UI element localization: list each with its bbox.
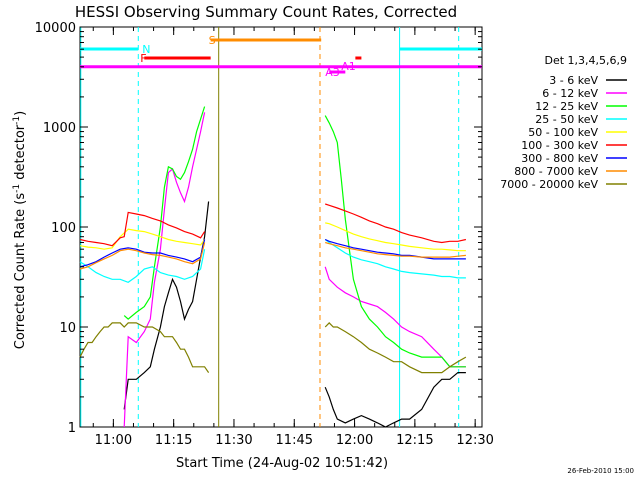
series-line (324, 238, 466, 260)
series-line (123, 201, 210, 410)
x-tick-label: 12:30 (456, 433, 493, 448)
legend-label: 3 - 6 keV (549, 74, 598, 87)
series-line (123, 106, 206, 320)
x-axis: 11:00 11:15 11:30 11:45 12:00 12:15 12:30 (92, 27, 494, 448)
x-tick-label: 11:15 (155, 433, 192, 448)
y-tick-label: 10 (59, 321, 76, 336)
chart-title: HESSI Observing Summary Count Rates, Cor… (75, 3, 457, 21)
y-axis-label-sup-1: -1 (12, 184, 22, 193)
legend-label: 100 - 300 keV (521, 139, 598, 152)
series-line (325, 241, 466, 258)
y-axis-label-sup-2: -1 (12, 116, 22, 125)
legend-label: 7000 - 20000 keV (500, 178, 598, 191)
y-tick-label: 10000 (35, 21, 76, 36)
series-line (79, 249, 206, 283)
series-line (324, 322, 467, 374)
x-axis-label: Start Time (24-Aug-02 10:51:42) (176, 456, 388, 471)
x-tick-label: 11:45 (276, 433, 313, 448)
legend-label: 300 - 800 keV (521, 152, 598, 165)
plot-area: N S F A3 A1 (79, 26, 483, 428)
series-line (324, 372, 466, 428)
flag-label: A1 (341, 60, 356, 73)
flag-label: S (209, 34, 216, 47)
legend-header: Det 1,3,4,5,6,9 (544, 54, 627, 67)
x-tick-label: 12:15 (396, 433, 433, 448)
series-line (79, 322, 210, 373)
series-line (79, 211, 206, 247)
y-tick-label: 1000 (43, 121, 76, 136)
flag-label: A3 (325, 66, 340, 79)
x-tick-label: 11:00 (95, 433, 132, 448)
series-line (325, 203, 467, 244)
x-tick-label: 12:00 (336, 433, 373, 448)
series-line (79, 242, 206, 270)
legend-label: 800 - 7000 keV (514, 165, 598, 178)
series-line (325, 222, 466, 252)
series-line (324, 239, 466, 279)
legend-label: 25 - 50 keV (535, 113, 598, 126)
series-line (123, 112, 206, 428)
series-line (324, 115, 466, 368)
y-axis: 1 10 100 1000 10000 (35, 21, 482, 436)
x-tick-label: 11:30 (215, 433, 252, 448)
flag-label: N (142, 43, 150, 56)
legend-label: 12 - 25 keV (535, 100, 598, 113)
plot-frame (79, 26, 483, 428)
legend-label: 50 - 100 keV (528, 126, 598, 139)
y-tick-label: 1 (68, 421, 76, 436)
y-axis-label-main: Corrected Count Rate (s (13, 193, 28, 350)
footer-date: 26-Feb-2010 15:00 (567, 467, 634, 475)
series-line (79, 239, 206, 268)
legend-label: 6 - 12 keV (542, 87, 598, 100)
y-axis-label-mid: detector (13, 124, 28, 184)
y-axis-label-end: ) (13, 111, 28, 116)
series-line (324, 266, 466, 368)
y-tick-label: 100 (51, 221, 76, 236)
series-line (79, 228, 206, 250)
y-axis-label: Corrected Count Rate (s-1 detector-1) (12, 111, 28, 349)
flag-label: F (140, 52, 146, 65)
